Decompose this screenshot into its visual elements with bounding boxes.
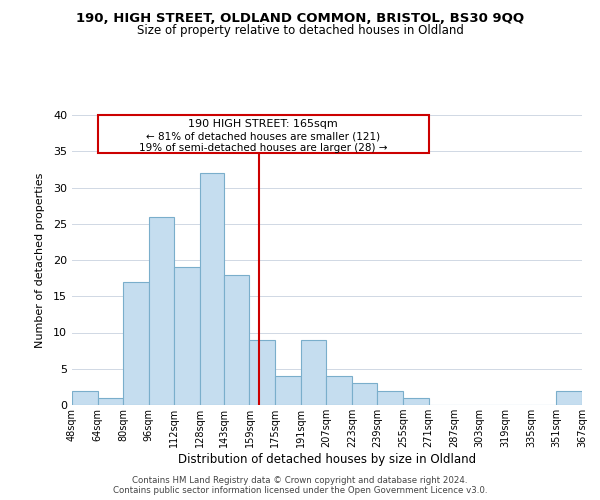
Text: 19% of semi-detached houses are larger (28) →: 19% of semi-detached houses are larger (… bbox=[139, 144, 388, 154]
Bar bbox=[556, 390, 582, 405]
Bar bbox=[98, 398, 123, 405]
Text: 190, HIGH STREET, OLDLAND COMMON, BRISTOL, BS30 9QQ: 190, HIGH STREET, OLDLAND COMMON, BRISTO… bbox=[76, 12, 524, 26]
Bar bbox=[377, 390, 403, 405]
Bar bbox=[301, 340, 326, 405]
Text: ← 81% of detached houses are smaller (121): ← 81% of detached houses are smaller (12… bbox=[146, 132, 380, 141]
Bar bbox=[352, 383, 377, 405]
Bar bbox=[250, 340, 275, 405]
Bar bbox=[275, 376, 301, 405]
Text: Contains HM Land Registry data © Crown copyright and database right 2024.: Contains HM Land Registry data © Crown c… bbox=[132, 476, 468, 485]
Bar bbox=[123, 282, 149, 405]
Text: 190 HIGH STREET: 165sqm: 190 HIGH STREET: 165sqm bbox=[188, 120, 338, 130]
Bar bbox=[72, 390, 98, 405]
X-axis label: Distribution of detached houses by size in Oldland: Distribution of detached houses by size … bbox=[178, 453, 476, 466]
Text: Contains public sector information licensed under the Open Government Licence v3: Contains public sector information licen… bbox=[113, 486, 487, 495]
Y-axis label: Number of detached properties: Number of detached properties bbox=[35, 172, 44, 348]
Text: Size of property relative to detached houses in Oldland: Size of property relative to detached ho… bbox=[137, 24, 463, 37]
Bar bbox=[98, 115, 428, 152]
Bar bbox=[326, 376, 352, 405]
Bar bbox=[403, 398, 428, 405]
Bar bbox=[224, 274, 250, 405]
Bar bbox=[175, 267, 200, 405]
Bar bbox=[200, 173, 224, 405]
Bar bbox=[149, 216, 175, 405]
